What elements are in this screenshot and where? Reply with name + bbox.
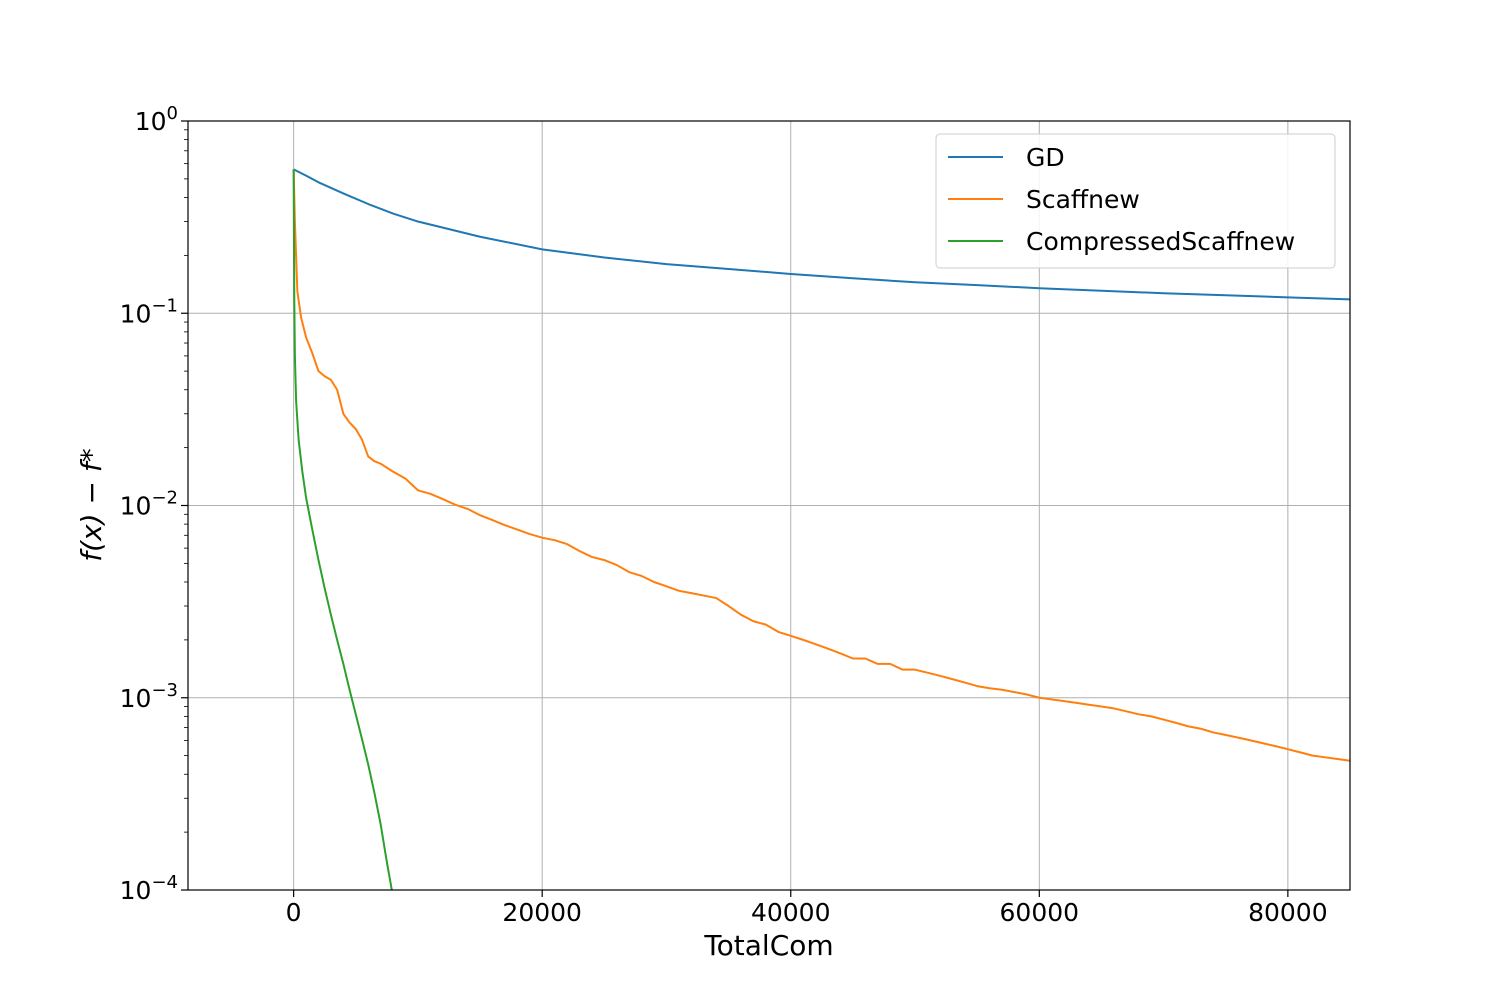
series-line-scaffnew	[292, 169, 1350, 762]
y-axis-ticks: 100 10−1 10−2 10−3 10−4	[120, 103, 188, 905]
legend-label: Scaffnew	[1026, 185, 1140, 214]
x-axis-label: TotalCom	[703, 929, 833, 962]
legend-box	[935, 133, 1336, 269]
x-axis-ticks: 0 20000 40000 60000 80000	[286, 890, 1328, 927]
y-tick-label: 10−4	[120, 872, 178, 905]
y-axis-label: f(x) − f*	[75, 448, 108, 561]
y-tick-label: 10−1	[120, 295, 178, 328]
plot-area	[187, 120, 1351, 891]
x-tick-label: 0	[286, 898, 302, 927]
y-tick-label: 10−3	[120, 680, 178, 713]
legend: GD Scaffnew CompressedScaffnew	[935, 133, 1336, 269]
x-tick-label: 40000	[751, 898, 831, 927]
x-tick-label: 60000	[1000, 898, 1080, 927]
series-group	[292, 168, 1350, 890]
series-line-gd	[293, 168, 1350, 301]
x-tick-label: 80000	[1248, 898, 1328, 927]
x-tick-label: 20000	[502, 898, 582, 927]
y-tick-label: 100	[135, 103, 178, 136]
legend-label: GD	[1026, 143, 1065, 172]
legend-label: CompressedScaffnew	[1026, 227, 1295, 256]
y-tick-label: 10−2	[120, 488, 178, 521]
series-line-compressedscaffnew	[292, 169, 393, 890]
